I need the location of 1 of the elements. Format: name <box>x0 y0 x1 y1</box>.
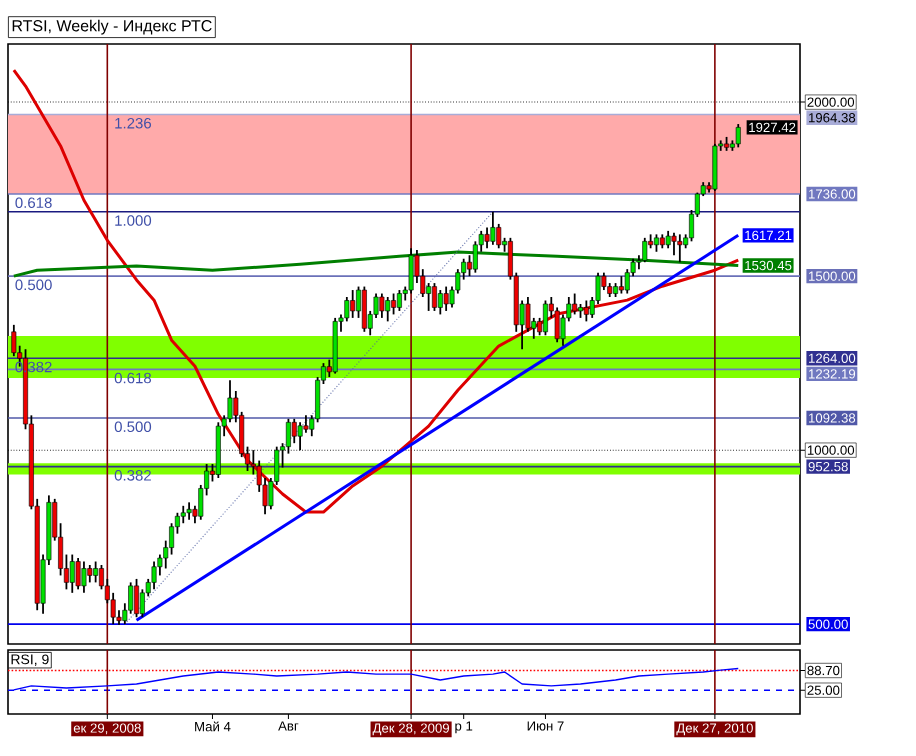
chart-title: RTSI, Weekly - Индекс РТС <box>12 19 212 35</box>
